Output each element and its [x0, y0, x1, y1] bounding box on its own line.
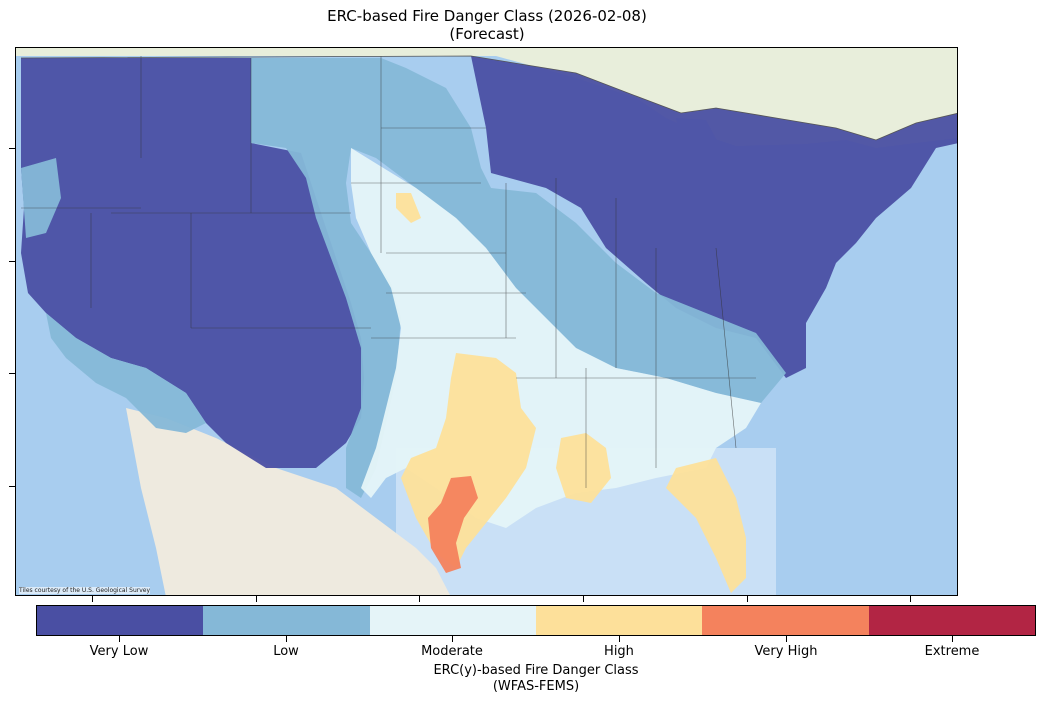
title-line-2: (Forecast) — [449, 25, 525, 43]
colorbar-label-high: High — [604, 644, 634, 659]
colorbar-segment-very-high — [702, 606, 869, 635]
colorbar-tick — [786, 636, 787, 642]
region-very-low-east — [471, 56, 957, 378]
region-high-florida — [666, 458, 746, 593]
colorbar-label-moderate: Moderate — [421, 644, 483, 659]
x-tick — [583, 596, 584, 602]
title-line-1: ERC-based Fire Danger Class (2026-02-08) — [327, 7, 647, 25]
colorbar-segment-low — [203, 606, 370, 635]
colorbar-label-very-high: Very High — [754, 644, 818, 659]
x-tick — [92, 596, 93, 602]
region-low-west-coast — [21, 158, 61, 238]
region-low-plains — [251, 58, 786, 498]
region-high-nebraska — [396, 193, 421, 223]
colorbar-segment-very-low — [37, 606, 204, 635]
x-tick — [256, 596, 257, 602]
colorbar-title: ERC(y)-based Fire Danger Class (WFAS-FEM… — [36, 663, 1036, 695]
colorbar-title-line-1: ERC(y)-based Fire Danger Class — [433, 663, 639, 678]
x-tick — [910, 596, 911, 602]
state-borders — [21, 56, 756, 488]
x-tick — [747, 596, 748, 602]
y-tick — [9, 486, 15, 487]
colorbar-tick — [119, 636, 120, 642]
colorbar-tick — [452, 636, 453, 642]
region-high-louisiana — [556, 433, 611, 503]
y-tick — [9, 148, 15, 149]
region-very-high-texas — [428, 476, 478, 573]
colorbar-segment-high — [535, 606, 703, 635]
colorbar-segment-extreme — [868, 606, 1035, 635]
colorbar-tick — [952, 636, 953, 642]
x-tick — [419, 596, 420, 602]
colorbar — [36, 605, 1036, 636]
colorbar-label-very-low: Very Low — [89, 644, 149, 659]
colorbar-tick — [286, 636, 287, 642]
colorbar-title-line-2: (WFAS-FEMS) — [492, 679, 580, 694]
colorbar-label-low: Low — [273, 644, 299, 659]
map-title: ERC-based Fire Danger Class (2026-02-08)… — [0, 7, 974, 43]
us-border — [20, 55, 957, 141]
colorbar-label-extreme: Extreme — [924, 644, 980, 659]
y-tick — [9, 261, 15, 262]
map-panel[interactable]: Tiles courtesy of the U.S. Geological Su… — [15, 47, 958, 596]
colorbar-tick — [619, 636, 620, 642]
fire-danger-map[interactable] — [16, 48, 958, 596]
region-low-california — [46, 313, 206, 433]
region-very-low-west — [21, 58, 364, 468]
y-tick — [9, 373, 15, 374]
tile-attribution: Tiles courtesy of the U.S. Geological Su… — [19, 587, 151, 594]
mexico-land — [126, 408, 450, 595]
colorbar-segment-moderate — [369, 606, 536, 635]
